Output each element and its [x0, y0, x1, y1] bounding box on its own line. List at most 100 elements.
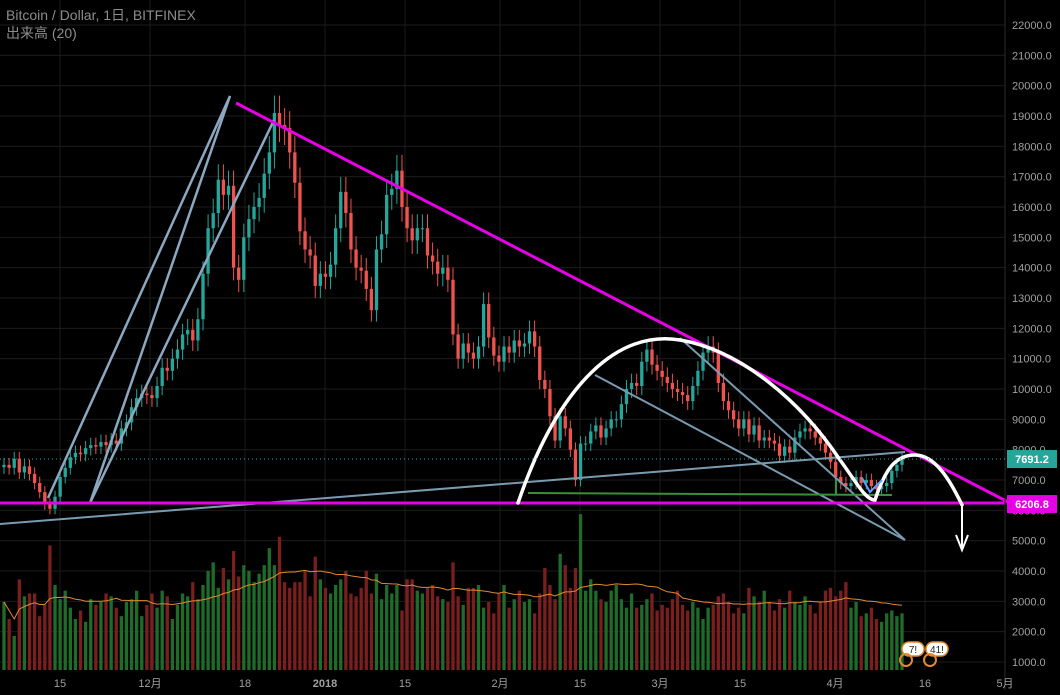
rising-channel-left-line[interactable] — [88, 95, 232, 504]
symbol-title[interactable]: Bitcoin / Dollar, 1日, BITFINEX — [6, 7, 196, 23]
candle-body — [584, 443, 588, 445]
candle-body — [782, 446, 787, 456]
candle-body — [589, 431, 593, 444]
rising-channel-lower-line[interactable] — [46, 95, 232, 499]
candle-body — [517, 340, 521, 347]
candle-body — [374, 249, 379, 311]
volume-bar — [129, 599, 134, 670]
volume-indicator-label[interactable]: 出来高 (20) — [6, 25, 77, 41]
news-badge — [901, 641, 925, 657]
volume-bar — [686, 610, 690, 670]
falling-channel-upper-line[interactable] — [679, 337, 906, 541]
volume-bar — [12, 636, 16, 670]
candle-body — [721, 382, 726, 402]
rounding-top-arc[interactable] — [516, 337, 964, 507]
drawings[interactable] — [0, 95, 1011, 553]
volume-bar — [599, 599, 603, 670]
candle-body — [864, 480, 868, 484]
volume-bar — [742, 613, 746, 670]
price-tick-label: 7000.0 — [1012, 475, 1046, 487]
volume-bar — [288, 587, 292, 670]
candle-body — [22, 466, 27, 473]
volume-bar — [456, 596, 460, 670]
candle-body — [879, 486, 884, 490]
candle-body — [308, 249, 312, 256]
candle-body — [859, 476, 863, 484]
volume-bar — [461, 604, 465, 670]
volume-bar — [767, 602, 771, 670]
volume-bar — [155, 607, 159, 670]
candle-body — [94, 445, 98, 447]
candle-body — [104, 442, 108, 446]
candle-body — [237, 267, 241, 280]
candle-body — [527, 331, 532, 344]
volume-bar — [808, 604, 812, 670]
time-tick-label: 12月 — [138, 678, 161, 690]
candle-body — [885, 483, 889, 487]
candle-body — [599, 425, 603, 438]
news-badges[interactable]: 7! 41! — [899, 641, 949, 667]
candle-body — [742, 419, 746, 429]
time-tick-label: 2018 — [313, 678, 337, 690]
volume-bar — [68, 607, 72, 670]
candle-body — [737, 419, 741, 429]
candle-body — [675, 389, 680, 393]
candle-body — [553, 416, 557, 441]
price-marker-box — [1007, 450, 1057, 469]
candle-body — [257, 197, 261, 207]
candlesticks — [2, 95, 904, 515]
candle-body — [364, 270, 368, 289]
candle-body — [522, 343, 527, 347]
volume-bar — [629, 593, 634, 670]
volume-bar — [298, 582, 302, 670]
candle-body — [436, 261, 440, 274]
candle-body — [670, 382, 675, 389]
volume-bar — [165, 596, 169, 670]
candle-body — [410, 228, 414, 241]
falling-channel-lower-line[interactable] — [594, 374, 906, 541]
price-tick-label: 20000.0 — [1012, 81, 1052, 93]
candle-body — [262, 173, 266, 198]
volume-bar — [757, 602, 761, 670]
candle-body — [813, 431, 817, 438]
candle-body — [844, 483, 848, 487]
volume-bar — [160, 590, 164, 670]
volume-bar — [369, 593, 374, 670]
price-tick-label: 15000.0 — [1012, 232, 1052, 244]
volume-bar — [839, 590, 843, 670]
news-badge — [925, 641, 949, 657]
volume-bar — [670, 599, 675, 670]
candle-body — [706, 346, 710, 353]
descending-resistance-line[interactable] — [235, 101, 1011, 505]
volume-bar — [619, 599, 624, 670]
candle-body — [405, 207, 409, 229]
candle-body — [640, 361, 644, 386]
rising-channel-right-line[interactable] — [88, 119, 276, 504]
price-tick-label: 1000.0 — [1012, 657, 1046, 669]
volume-bar — [706, 607, 710, 670]
volume-bar — [349, 593, 353, 670]
volume-bar — [303, 570, 307, 670]
candle-body — [701, 352, 705, 371]
candle-body — [354, 249, 358, 268]
volume-bar — [558, 553, 562, 670]
projection-arrow-head — [955, 534, 969, 553]
candle-body — [231, 185, 236, 268]
volume-bar — [497, 593, 501, 670]
volume-bar — [53, 585, 57, 670]
pattern-marker[interactable] — [861, 477, 883, 494]
minor-support-line[interactable] — [527, 492, 893, 496]
candle-body — [216, 179, 220, 214]
volume-bar — [150, 593, 154, 670]
candle-body — [568, 428, 573, 450]
candle-body — [145, 393, 149, 396]
time-tick-label: 4月 — [826, 678, 843, 690]
volume-bar — [548, 585, 552, 670]
candle-body — [17, 458, 21, 473]
candle-body — [318, 273, 322, 286]
rising-support-line[interactable] — [0, 451, 906, 525]
candle-body — [165, 367, 169, 371]
volume-bar — [48, 545, 52, 670]
